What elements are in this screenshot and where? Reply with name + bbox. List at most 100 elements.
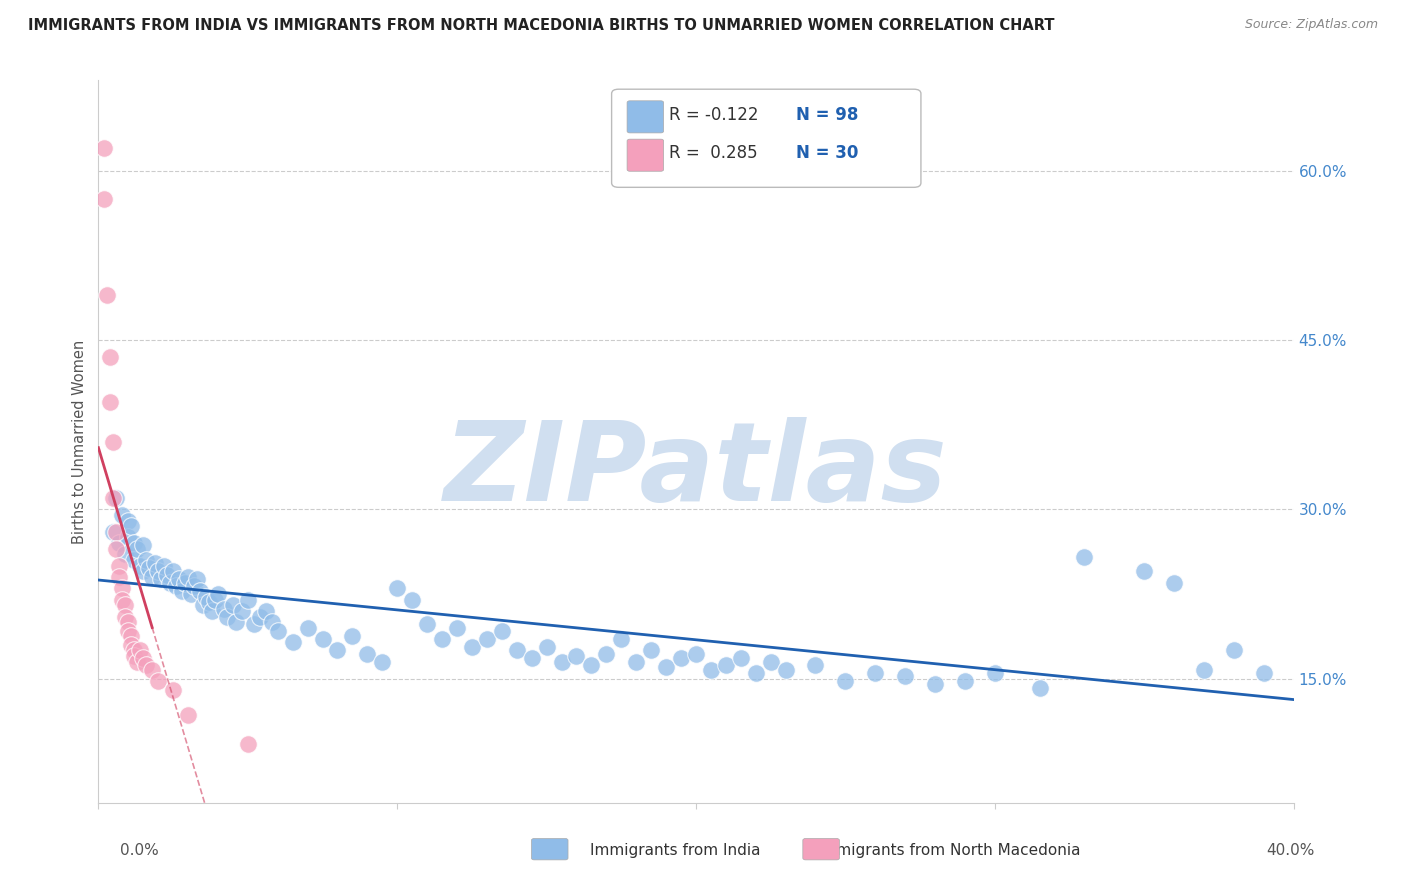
Point xyxy=(132,651,155,665)
Point xyxy=(148,565,170,579)
Point xyxy=(114,548,136,562)
Point xyxy=(207,587,229,601)
Point xyxy=(236,592,259,607)
Point xyxy=(461,640,484,654)
Point xyxy=(924,677,946,691)
Point xyxy=(565,648,588,663)
Point xyxy=(183,579,205,593)
Point xyxy=(311,632,333,646)
Point xyxy=(135,553,157,567)
Point xyxy=(475,632,498,646)
Point xyxy=(1073,549,1095,564)
Point xyxy=(581,658,603,673)
Point xyxy=(953,673,976,688)
Point xyxy=(1223,643,1246,657)
Point xyxy=(775,663,797,677)
Point xyxy=(177,707,200,722)
Point xyxy=(536,640,558,654)
Text: 40.0%: 40.0% xyxy=(1267,843,1315,858)
Point xyxy=(177,570,200,584)
Point xyxy=(430,632,453,646)
Point xyxy=(700,663,723,677)
Point xyxy=(356,647,378,661)
Point xyxy=(111,508,134,522)
Point xyxy=(759,655,782,669)
Point xyxy=(124,553,146,567)
Point xyxy=(730,651,752,665)
Point xyxy=(371,655,394,669)
Text: 0.0%: 0.0% xyxy=(120,843,159,858)
Point xyxy=(714,658,737,673)
Point xyxy=(198,595,221,609)
Point xyxy=(894,669,917,683)
Point xyxy=(105,491,128,505)
Point xyxy=(446,621,468,635)
Point xyxy=(180,587,202,601)
Point xyxy=(117,514,139,528)
Point xyxy=(141,570,163,584)
Point xyxy=(117,615,139,630)
Point xyxy=(1253,665,1275,680)
Point xyxy=(267,624,290,639)
Point xyxy=(326,643,349,657)
Point xyxy=(984,665,1007,680)
Point xyxy=(550,655,572,669)
Point xyxy=(195,591,218,605)
Point xyxy=(685,647,707,661)
Point xyxy=(281,635,304,649)
Point xyxy=(865,665,887,680)
Point xyxy=(491,624,513,639)
Point xyxy=(98,395,122,409)
Point xyxy=(98,350,122,364)
Point xyxy=(135,658,157,673)
Point xyxy=(117,624,139,639)
Point xyxy=(249,609,271,624)
Point xyxy=(111,592,134,607)
Point xyxy=(834,673,856,688)
Point xyxy=(260,615,283,630)
Point xyxy=(159,575,181,590)
Y-axis label: Births to Unmarried Women: Births to Unmarried Women xyxy=(72,340,87,543)
Text: IMMIGRANTS FROM INDIA VS IMMIGRANTS FROM NORTH MACEDONIA BIRTHS TO UNMARRIED WOM: IMMIGRANTS FROM INDIA VS IMMIGRANTS FROM… xyxy=(28,18,1054,33)
Point xyxy=(148,673,170,688)
Text: R =  0.285: R = 0.285 xyxy=(669,145,758,162)
Text: Immigrants from India: Immigrants from India xyxy=(589,843,761,858)
Point xyxy=(243,617,266,632)
Point xyxy=(1163,575,1185,590)
Point xyxy=(114,599,136,613)
Point xyxy=(120,519,142,533)
Point xyxy=(1133,565,1156,579)
Point xyxy=(138,561,160,575)
Point xyxy=(143,557,166,571)
Point xyxy=(124,643,146,657)
Point xyxy=(626,655,648,669)
Point xyxy=(162,565,184,579)
Point xyxy=(1192,663,1215,677)
Point xyxy=(595,647,617,661)
Point xyxy=(108,558,131,573)
Point xyxy=(108,536,131,550)
Point xyxy=(222,599,245,613)
Point xyxy=(506,643,529,657)
Point xyxy=(236,737,259,751)
Point xyxy=(117,531,139,545)
Point xyxy=(111,582,134,596)
Point xyxy=(254,604,277,618)
Point xyxy=(610,632,633,646)
Point xyxy=(297,621,319,635)
Point xyxy=(745,665,768,680)
Point xyxy=(416,617,439,632)
Point xyxy=(93,192,115,206)
Point xyxy=(127,655,149,669)
Point xyxy=(204,592,226,607)
Point xyxy=(162,682,184,697)
Point xyxy=(93,141,115,155)
Point xyxy=(129,558,152,573)
Point xyxy=(132,538,155,552)
Text: Immigrants from North Macedonia: Immigrants from North Macedonia xyxy=(817,843,1081,858)
Point xyxy=(401,592,423,607)
Point xyxy=(174,575,197,590)
Point xyxy=(124,536,146,550)
Point xyxy=(385,582,409,596)
Point xyxy=(103,491,125,505)
